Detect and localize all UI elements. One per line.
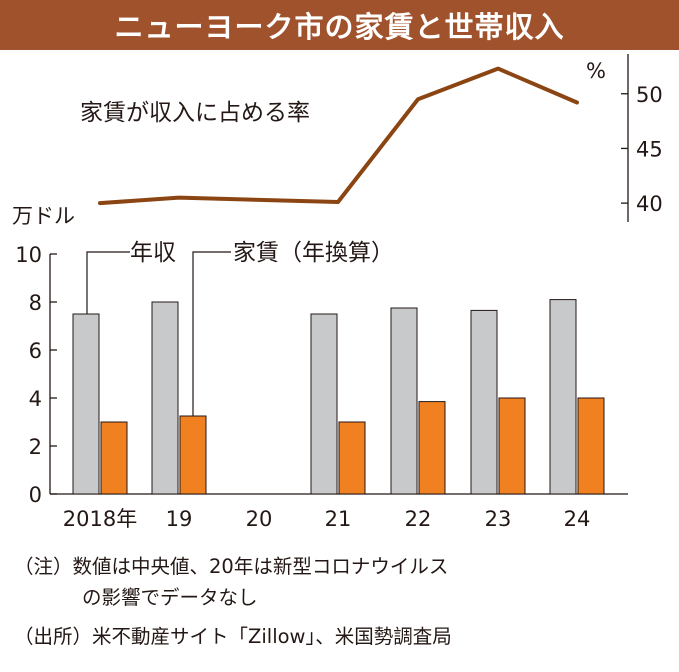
bar-y-tick-label: 6	[29, 339, 42, 363]
rent-bar	[577, 397, 605, 495]
rent-legend-leader	[192, 251, 231, 416]
note-line-2: の影響でデータなし	[82, 586, 258, 609]
income-bar	[470, 309, 498, 495]
x-tick-label: 20	[246, 507, 273, 531]
bar-y-tick-label: 8	[29, 291, 42, 315]
note-line-1: （注）数値は中央値、20年は新型コロナウイルス	[14, 555, 449, 578]
line-y-unit: %	[586, 59, 606, 83]
rent-bar	[338, 421, 366, 495]
rent-bar	[100, 421, 128, 495]
rent-legend-label: 家賃（年換算）	[233, 240, 394, 266]
income-bar	[549, 299, 577, 495]
x-tick-label: 2018年	[63, 507, 137, 531]
x-tick-label: 21	[325, 507, 352, 531]
source-line: （出所）米不動産サイト「Zillow」、米国勢調査局	[14, 625, 452, 648]
income-bar	[72, 313, 100, 495]
rent-bar	[179, 415, 207, 495]
x-tick-label: 22	[405, 507, 432, 531]
line-y-tick-label: 50	[636, 83, 663, 107]
line-series-label: 家賃が収入に占める率	[80, 100, 310, 126]
x-tick-label: 23	[485, 507, 512, 531]
income-legend-label: 年収	[130, 240, 176, 266]
rent-bar	[498, 397, 526, 495]
income-bar	[310, 313, 338, 495]
bar-y-tick-label: 10	[15, 243, 42, 267]
x-tick-label: 19	[166, 507, 193, 531]
income-legend-leader	[86, 251, 130, 314]
rent-bar	[418, 401, 446, 495]
line-y-tick-label: 40	[636, 192, 663, 216]
income-bar	[390, 307, 418, 495]
bar-y-tick-label: 0	[29, 483, 42, 507]
bar-y-unit: 万ドル	[12, 204, 75, 228]
x-tick-label: 24	[564, 507, 591, 531]
title-bar: ニューヨーク市の家賃と世帯収入	[0, 0, 679, 50]
notes: （注）数値は中央値、20年は新型コロナウイルス の影響でデータなし （出所）米不…	[14, 551, 452, 652]
bar-y-tick-label: 4	[29, 387, 42, 411]
chart-title: ニューヨーク市の家賃と世帯収入	[114, 10, 565, 44]
line-y-tick-label: 45	[636, 137, 663, 161]
income-bar	[151, 301, 179, 495]
rent-ratio-line	[98, 66, 579, 206]
bar-y-tick-label: 2	[29, 435, 42, 459]
